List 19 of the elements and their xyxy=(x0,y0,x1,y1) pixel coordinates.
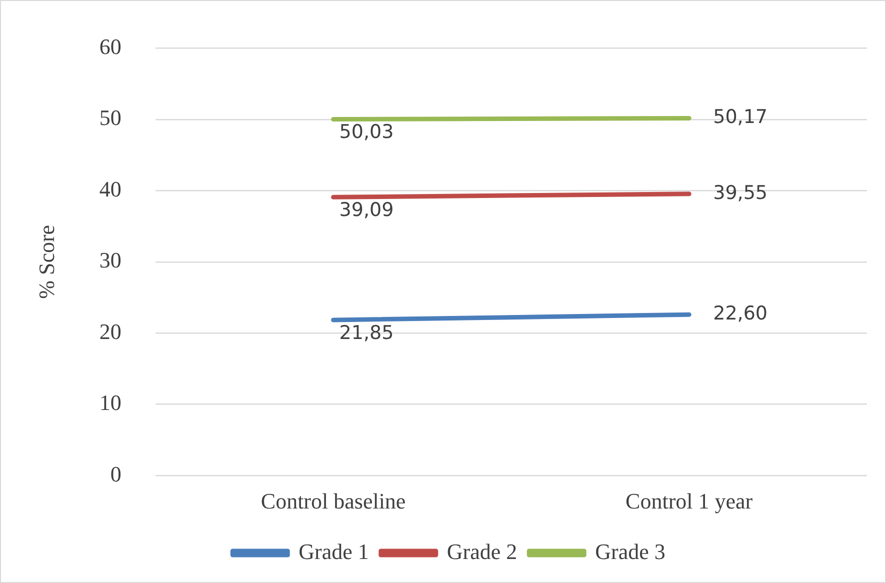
legend-label: Grade 2 xyxy=(446,538,518,564)
y-tick-label: 30 xyxy=(99,248,122,273)
data-label: 39,55 xyxy=(713,182,768,204)
y-axis-title: % Score xyxy=(34,224,59,299)
data-label: 50,03 xyxy=(339,121,394,144)
data-label: 39,09 xyxy=(339,199,394,222)
legend-label: Grade 3 xyxy=(595,538,666,564)
y-tick-label: 20 xyxy=(99,318,122,344)
y-tick-label: 10 xyxy=(99,390,122,416)
x-tick-label: Control baseline xyxy=(260,488,406,514)
data-label: 21,85 xyxy=(339,322,394,344)
y-tick-label: 60 xyxy=(99,34,122,59)
data-label: 22,60 xyxy=(713,302,768,325)
y-tick-label: 50 xyxy=(99,105,122,130)
x-tick-label: Control 1 year xyxy=(626,488,754,514)
y-tick-label: 0 xyxy=(110,461,122,486)
y-tick-label: 40 xyxy=(99,176,122,202)
legend-label: Grade 1 xyxy=(298,538,369,564)
data-label: 50,17 xyxy=(713,106,768,128)
